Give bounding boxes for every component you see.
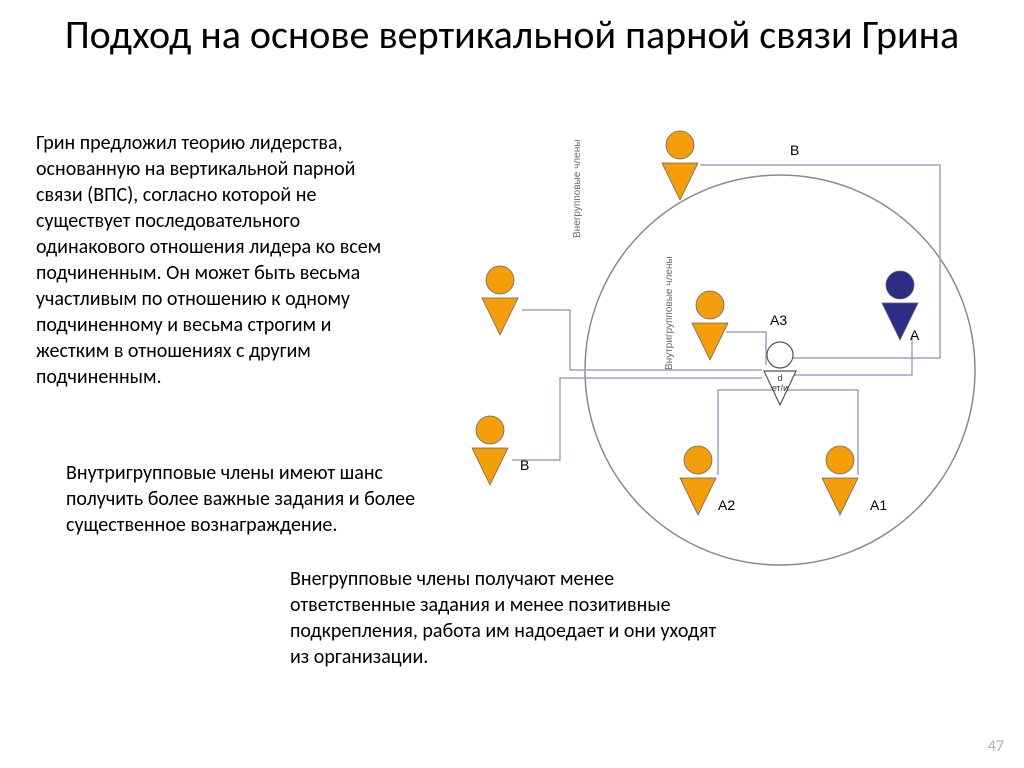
svg-text:ет/и: ет/и xyxy=(772,383,788,393)
paragraph-2: Внутригрупповые члены имеют шанс получит… xyxy=(66,460,456,538)
vdl-diagram: B B A3 A A2 A1 dет/и Внегрупповые члены Внутригр… xyxy=(440,130,1000,570)
svg-text:B: B xyxy=(790,142,799,158)
page-title: Подход на основе вертикальной парной свя… xyxy=(0,0,1024,58)
paragraph-3: Внегрупповые члены получают менее ответс… xyxy=(290,566,720,670)
svg-text:A3: A3 xyxy=(770,312,787,328)
svg-text:A1: A1 xyxy=(870,497,887,513)
paragraph-1: Грин предложил теорию лидерства, основан… xyxy=(36,130,406,390)
svg-text:A2: A2 xyxy=(718,497,735,513)
svg-text:B: B xyxy=(520,457,529,473)
page-number: 47 xyxy=(988,737,1004,756)
svg-text:A: A xyxy=(910,327,920,343)
svg-text:Внегрупповые члены: Внегрупповые члены xyxy=(572,140,583,238)
svg-text:d: d xyxy=(777,373,782,383)
svg-text:Внутригрупповые члены: Внутригрупповые члены xyxy=(664,256,675,370)
